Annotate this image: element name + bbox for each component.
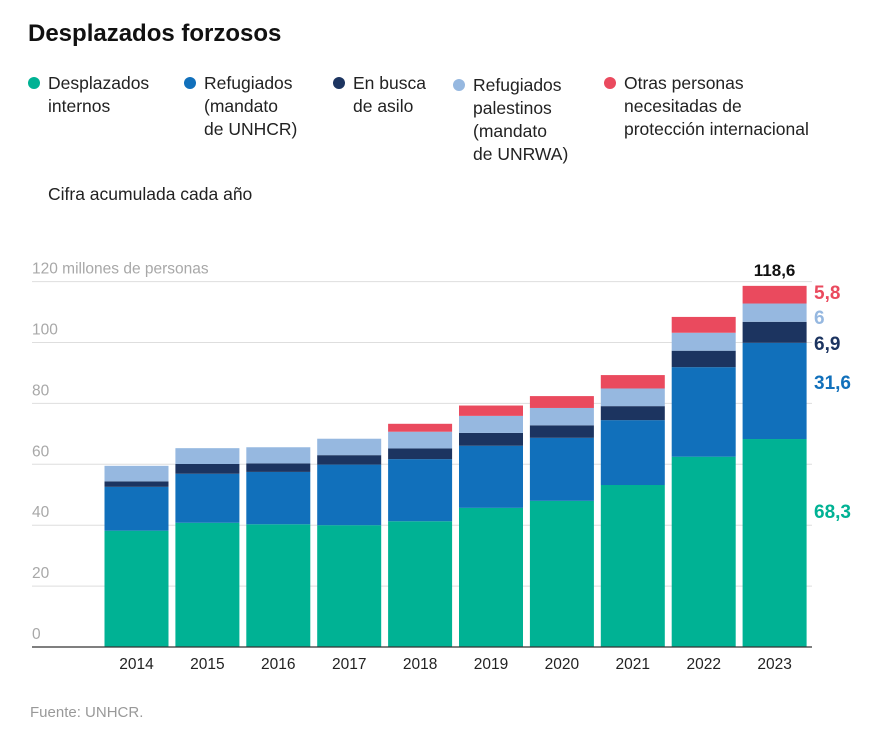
bar-segment (742, 342, 807, 440)
bar-segment (104, 530, 169, 647)
legend-swatch (604, 77, 616, 89)
series-end-label: 6,9 (814, 334, 840, 355)
bar-segment (388, 448, 453, 460)
bar-segment (742, 439, 807, 647)
bar-segment (388, 431, 453, 449)
bar-segment (317, 525, 382, 647)
x-tick-label: 2016 (261, 656, 295, 673)
x-tick-label: 2015 (190, 656, 224, 673)
bar-segment (317, 438, 382, 456)
x-tick-label: 2017 (332, 656, 366, 673)
bar-segment (317, 464, 382, 526)
total-label: 118,6 (754, 261, 796, 280)
legend-item-otras-personas: Otras personas necesitadas de protección… (604, 72, 809, 141)
x-tick-label: 2023 (757, 656, 791, 673)
bar-segment (175, 448, 240, 464)
chart-subtitle: Cifra acumulada cada año (48, 184, 253, 204)
x-tick-label: 2019 (474, 656, 508, 673)
x-tick-label: 2014 (119, 656, 154, 673)
bar-segment (246, 463, 311, 472)
chart-title: Desplazados forzosos (28, 20, 282, 47)
legend-swatch (453, 79, 465, 91)
series-end-label: 5,8 (814, 283, 840, 304)
bar-segment (742, 285, 807, 304)
legend-item-en-busca-de-asilo: En busca de asilo (333, 72, 426, 118)
x-tick-label: 2018 (403, 656, 437, 673)
legend-item-refugiados-palestinos: Refugiados palestinos (mandato de UNRWA) (453, 74, 568, 166)
bar-segment (459, 432, 523, 446)
bar-segment (175, 463, 240, 474)
bar-segment (175, 473, 240, 523)
y-tick-label: 60 (32, 443, 50, 460)
bar-segment (600, 420, 665, 486)
bar-segment (742, 321, 807, 343)
bar-segment (459, 415, 523, 433)
bar-segment (600, 485, 665, 647)
bar-segment (600, 388, 665, 407)
bar-segment (459, 507, 523, 647)
bar-segment (529, 437, 594, 501)
legend-label: Refugiados (mandato de UNHCR) (204, 73, 298, 139)
bar-segment (529, 396, 594, 408)
bar-segment (459, 445, 523, 508)
bar-segment (388, 459, 453, 522)
bar-segment (600, 406, 665, 421)
bar-segment (671, 350, 736, 368)
bar-segment (175, 522, 240, 647)
bar-segment (388, 521, 453, 647)
bar-segment (671, 316, 736, 333)
y-tick-label: 20 (32, 565, 50, 582)
bar-segment (246, 447, 311, 464)
y-tick-label: 0 (32, 626, 41, 643)
legend-label: Refugiados palestinos (mandato de UNRWA) (473, 75, 569, 164)
bar-segment (671, 456, 736, 647)
series-end-label: 68,3 (814, 502, 851, 523)
bar-segment (459, 405, 523, 416)
y-tick-label: 80 (32, 382, 50, 399)
legend-item-desplazados-internos: Desplazados internos (28, 72, 149, 118)
x-tick-label: 2022 (686, 656, 720, 673)
legend-swatch (333, 77, 345, 89)
source-note: Fuente: UNHCR. (30, 704, 144, 721)
legend-swatch (184, 77, 196, 89)
bar-segment (529, 425, 594, 438)
bar-segment (246, 524, 311, 647)
bar-segment (104, 481, 169, 487)
legend-label: En busca de asilo (353, 73, 426, 116)
bar-segment (388, 423, 453, 432)
bar-segment (671, 367, 736, 457)
bar-segment (317, 455, 382, 465)
legend-item-refugiados-unhcr: Refugiados (mandato de UNHCR) (184, 72, 297, 141)
bar-segment (104, 465, 169, 482)
x-tick-label: 2021 (616, 656, 650, 673)
bar-segment (529, 407, 594, 426)
y-tick-label: 40 (32, 504, 50, 521)
legend-swatch (28, 77, 40, 89)
bar-segment (671, 332, 736, 351)
y-tick-label: 120 millones de personas (32, 261, 209, 278)
y-tick-label: 100 (32, 322, 58, 339)
bar-segment (529, 500, 594, 647)
legend-label: Desplazados internos (48, 73, 150, 116)
bar-segment (600, 375, 665, 389)
bar-segment (246, 471, 311, 525)
series-end-label: 6 (814, 308, 825, 329)
x-tick-label: 2020 (545, 656, 580, 673)
series-end-label: 31,6 (814, 373, 851, 394)
bar-segment (742, 303, 807, 322)
bar-segment (104, 486, 169, 531)
legend-label: Otras personas necesitadas de protección… (624, 73, 809, 139)
